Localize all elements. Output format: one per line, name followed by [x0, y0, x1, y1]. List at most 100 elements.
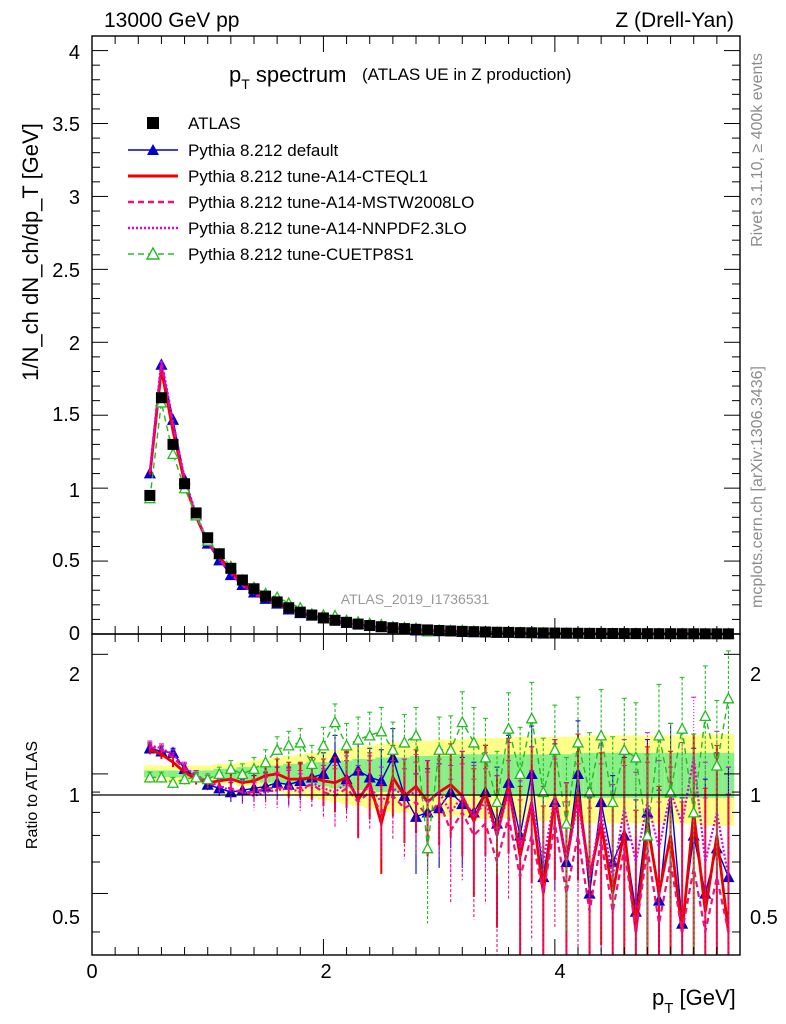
- ratio-marker-5: [375, 724, 388, 737]
- ratio-marker-5: [548, 743, 561, 755]
- ratio-axis-title: Ratio to ATLAS: [24, 741, 41, 849]
- axis-ticks: [91, 36, 741, 955]
- data-point: [190, 507, 202, 519]
- y-tick-label: 1.5: [52, 404, 80, 426]
- side-text-mcplots: mcplots.cern.ch [arXiv:1306.3436]: [749, 366, 766, 608]
- ratio-marker-5: [664, 785, 677, 798]
- data-point: [236, 574, 248, 586]
- ratio-marker-5: [190, 770, 203, 783]
- data-point: [537, 627, 549, 639]
- ratio-marker-5: [259, 755, 272, 768]
- legend-label: Pythia 8.212 tune-A14-NNPDF2.3LO: [188, 219, 467, 238]
- y-axis-title: 1/N_ch dN_ch/dp_T [GeV]: [18, 123, 43, 381]
- ratio-tick-label: 0.5: [52, 907, 80, 929]
- ratio-marker-5: [421, 841, 434, 854]
- data-point: [317, 612, 329, 624]
- plot-title: pT spectrum: [229, 62, 346, 92]
- ratio-marker-5: [618, 743, 631, 755]
- ratio-marker-5: [409, 729, 423, 741]
- ratio-marker-5: [305, 757, 318, 769]
- side-text-rivet: Rivet 3.1.10, ≥ 400k events: [749, 53, 766, 247]
- y-tick-label: 1: [69, 480, 80, 502]
- ratio-marker-5: [444, 743, 457, 755]
- ratio-marker-5: [560, 817, 573, 829]
- ratio-marker-5: [676, 722, 689, 734]
- ratio-marker-5: [398, 736, 411, 748]
- legend-label: Pythia 8.212 tune-CUETP8S1: [188, 245, 414, 264]
- ratio-marker-5: [155, 770, 168, 783]
- ratio-marker-5: [201, 772, 214, 785]
- ratio-tick-label: 2: [69, 664, 80, 686]
- ratio-marker-5: [652, 729, 666, 741]
- x-axis-title: pT [GeV]: [652, 985, 736, 1017]
- ratio-marker-5: [467, 736, 480, 748]
- ratio-marker-5: [722, 691, 735, 704]
- header-left-label: 13000 GeV pp: [104, 9, 239, 32]
- legend-marker-cuetp8s1: [145, 246, 161, 260]
- ratio-marker-5: [583, 785, 596, 798]
- ratio-marker-5: [236, 767, 249, 780]
- legend-label: Pythia 8.212 tune-A14-CTEQL1: [188, 167, 428, 186]
- ratio-marker-5: [340, 738, 353, 751]
- x-tick-label: 0: [86, 961, 97, 983]
- legend-label: Pythia 8.212 tune-A14-MSTW2008LO: [188, 193, 474, 212]
- y-tick-label: 0: [69, 623, 80, 645]
- ratio-marker-5: [571, 736, 585, 748]
- ratio-marker-5: [629, 751, 642, 763]
- ratio-marker-5: [537, 785, 550, 798]
- ratio-marker-5: [595, 729, 608, 741]
- ratio-marker-5: [502, 722, 515, 734]
- ratio-marker-5: [271, 743, 284, 755]
- y-tick-label: 2: [69, 333, 80, 355]
- y-tick-label: 3.5: [52, 114, 80, 136]
- ratio-marker-5: [479, 751, 492, 763]
- data-point: [514, 627, 526, 639]
- data-point: [283, 602, 295, 614]
- ratio-marker-5: [386, 743, 399, 755]
- x-tick-label: 4: [554, 961, 565, 983]
- plot-title-note: (ATLAS UE in Z production): [362, 65, 571, 84]
- data-point: [294, 606, 306, 618]
- ratio-marker-5: [525, 711, 538, 724]
- data-point: [352, 618, 364, 630]
- legend-label: ATLAS: [188, 114, 241, 133]
- data-point: [560, 627, 572, 639]
- data-point: [422, 624, 434, 636]
- band-green: [699, 752, 712, 798]
- header-right-label: Z (Drell-Yan): [615, 9, 734, 32]
- data-point: [225, 562, 237, 574]
- ratio-marker-5: [514, 767, 527, 780]
- legend-marker-atlas: [147, 117, 159, 129]
- x-tick-label: 2: [320, 961, 331, 983]
- ratio-marker-5: [687, 805, 700, 818]
- ratio-marker-5: [317, 738, 330, 751]
- data-point: [167, 438, 179, 450]
- analysis-watermark: ATLAS_2019_I1736531: [341, 591, 490, 607]
- ratio-marker-5: [710, 759, 723, 771]
- ratio-marker-5: [247, 762, 261, 774]
- band-green: [167, 770, 179, 778]
- data-point: [271, 596, 283, 608]
- data-point: [341, 616, 353, 628]
- ratio-marker-5: [352, 733, 365, 745]
- legend-label: Pythia 8.212 default: [188, 141, 339, 160]
- ratio-marker-5: [143, 770, 156, 783]
- ratio-marker-5: [641, 829, 654, 841]
- ratio-marker-5: [282, 738, 295, 751]
- data-point: [445, 625, 457, 637]
- ratio-marker-5: [433, 743, 446, 755]
- ratio-curve-4: [149, 744, 730, 878]
- ratio-marker-5: [166, 776, 180, 788]
- band-green: [676, 752, 688, 798]
- data-point: [468, 626, 480, 638]
- data-point: [398, 623, 410, 635]
- ratio-marker-5: [178, 772, 191, 785]
- ratio-marker-5: [294, 736, 307, 748]
- ratio-tick-label-right: 2: [750, 664, 761, 686]
- ratio-panel-curves: [143, 650, 735, 955]
- data-point: [375, 621, 387, 633]
- data-point: [364, 620, 376, 632]
- y-tick-label: 2.5: [52, 260, 80, 282]
- ratio-marker-5: [363, 729, 376, 741]
